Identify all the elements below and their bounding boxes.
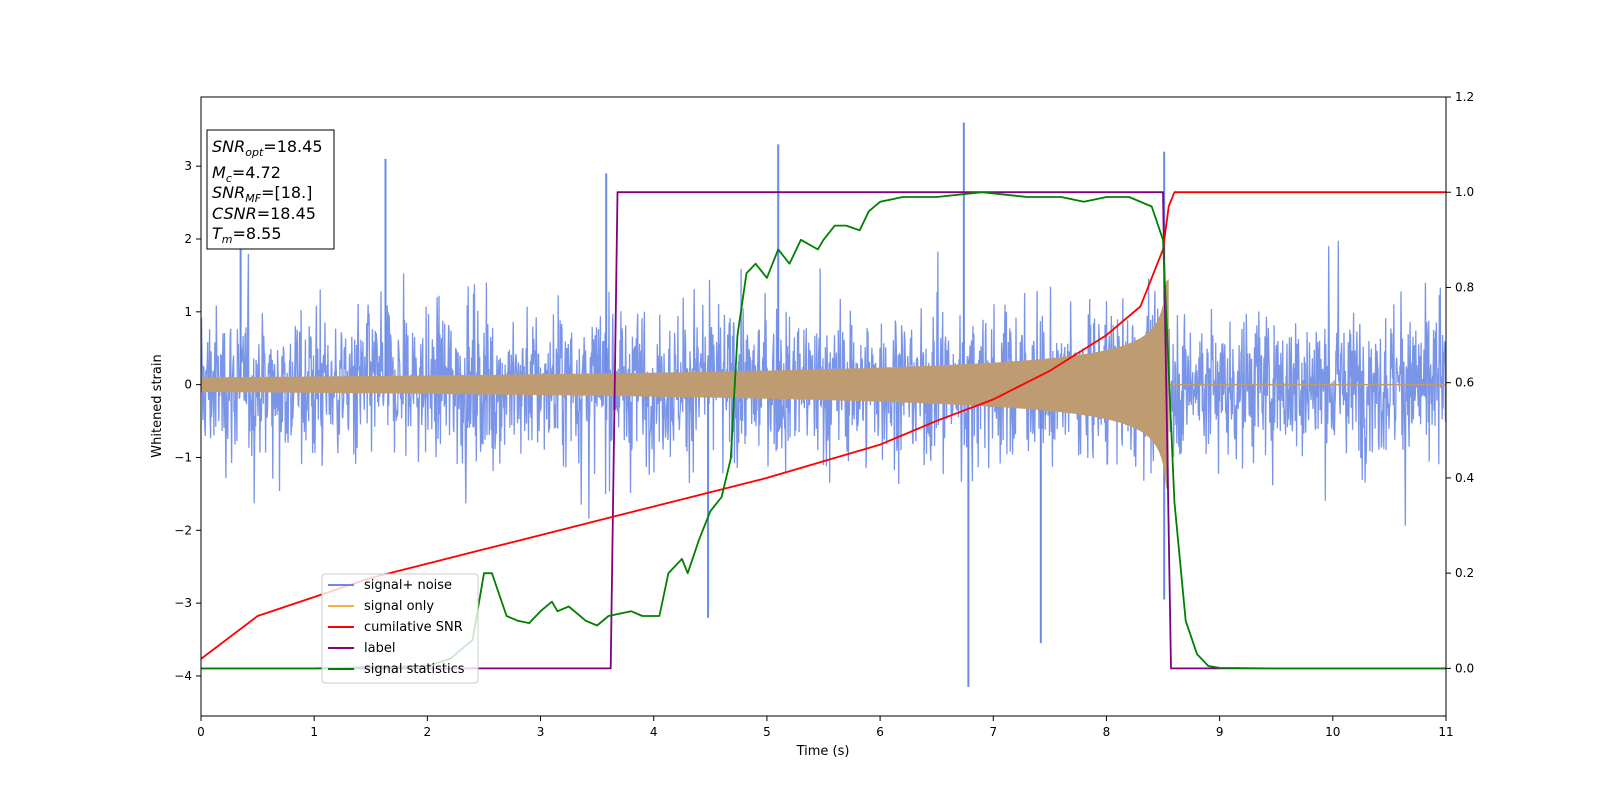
- y-right-tick-label: 1.2: [1455, 90, 1474, 104]
- right-axis-series: [201, 191, 1446, 670]
- cumulative-snr-line: [201, 191, 1446, 660]
- legend-label: label: [364, 641, 395, 656]
- y-left-tick-label: 3: [184, 159, 192, 173]
- x-tick-label: 3: [537, 725, 545, 739]
- x-tick-label: 0: [197, 725, 205, 739]
- y-axis-left: −4 −3 −2 −1 0 1 2 3: [174, 159, 201, 683]
- y-axis-right: 0.0 0.2 0.4 0.6 0.8 1.0 1.2: [1446, 90, 1474, 675]
- svg-text:SNRMF=[18.]: SNRMF=[18.]: [212, 183, 312, 205]
- snr-opt-value: =18.45: [263, 137, 322, 156]
- y-left-tick-label: −1: [174, 450, 192, 464]
- signal-noise-line: [201, 240, 1446, 526]
- y-right-tick-label: 1.0: [1455, 185, 1474, 199]
- y-right-tick-label: 0.6: [1455, 376, 1474, 390]
- label-line: [201, 191, 1446, 670]
- y-left-tick-label: 0: [184, 378, 192, 392]
- x-tick-label: 10: [1325, 725, 1340, 739]
- x-tick-label: 1: [310, 725, 318, 739]
- legend-label: signal statistics: [364, 662, 465, 677]
- x-tick-label: 4: [650, 725, 658, 739]
- csnr-value: =18.45: [257, 204, 316, 223]
- x-tick-label: 2: [424, 725, 432, 739]
- tm-value: =8.55: [233, 224, 282, 243]
- x-tick-label: 7: [989, 725, 997, 739]
- mc-value: =4.72: [232, 163, 281, 182]
- x-tick-label: 5: [763, 725, 771, 739]
- x-tick-label: 6: [876, 725, 884, 739]
- x-axis: 0 1 2 3 4 5 6 7 8 9 10 11: [197, 716, 1454, 739]
- y-right-tick-label: 0.2: [1455, 566, 1474, 580]
- y-left-tick-label: −3: [174, 596, 192, 610]
- legend-label: cumilative SNR: [364, 620, 463, 635]
- snr-mf-value: =[18.]: [261, 183, 312, 202]
- signal-only-series: [201, 279, 1446, 491]
- y-left-tick-label: 2: [184, 232, 192, 246]
- y-left-tick-label: −2: [174, 523, 192, 537]
- svg-text:Mc=4.72: Mc=4.72: [212, 163, 281, 185]
- x-tick-label: 11: [1438, 725, 1453, 739]
- x-tick-label: 9: [1216, 725, 1224, 739]
- plot-frame: [200, 96, 1447, 717]
- legend-label: signal+ noise: [364, 578, 452, 593]
- legend: signal+ noise signal only cumilative SNR la…: [321, 573, 479, 684]
- svg-text:SNRopt=18.45: SNRopt=18.45: [212, 137, 323, 159]
- y-right-tick-label: 0.8: [1455, 280, 1474, 294]
- y-right-tick-label: 0.4: [1455, 471, 1474, 485]
- y-left-tick-label: 1: [184, 305, 192, 319]
- x-tick-label: 8: [1103, 725, 1111, 739]
- parameter-annotation-box: SNRopt=18.45 Mc=4.72 SNRMF=[18.] CSNR=18…: [206, 129, 335, 250]
- y-right-tick-label: 0.0: [1455, 661, 1474, 675]
- y-left-tick-label: −4: [174, 669, 192, 683]
- legend-label: signal only: [364, 599, 434, 614]
- svg-text:Tm=8.55: Tm=8.55: [212, 224, 282, 246]
- signal-statistics-line: [201, 191, 1446, 670]
- y-axis-label: Whitened strain: [150, 354, 165, 457]
- signal-only-band: [201, 279, 1169, 491]
- x-axis-label: Time (s): [796, 744, 850, 759]
- svg-text:CSNR=18.45: CSNR=18.45: [212, 204, 316, 223]
